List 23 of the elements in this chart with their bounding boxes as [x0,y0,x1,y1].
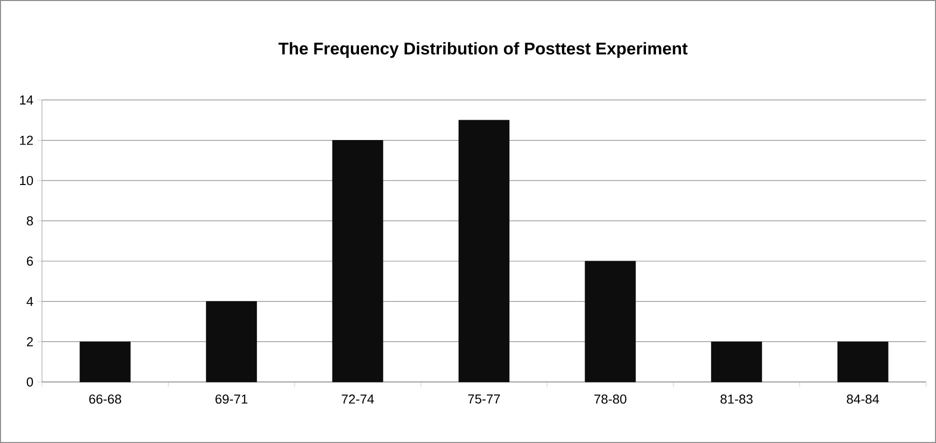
x-tick-label: 84-84 [846,394,880,404]
bar [711,342,762,382]
x-tick-label: 69-71 [216,394,248,404]
x-tick-label: 81-83 [720,394,753,404]
bar [80,342,131,382]
x-tick-label: 75-77 [468,394,500,404]
y-tick-label: 12 [20,136,33,145]
y-tick-label: 10 [20,176,33,186]
y-tick-label: 2 [26,337,33,346]
x-tick-label: 78-80 [594,394,626,404]
bar [458,120,510,382]
bar [837,342,888,382]
y-tick-label: 6 [26,256,33,266]
y-tick-label: 4 [26,296,34,306]
bar [206,301,257,382]
chart-title: The Frequency Distribution of Posttest Experiment [278,42,688,58]
y-tick-label: 8 [26,216,33,226]
y-tick-label: 14 [20,96,34,104]
bar [584,260,636,382]
x-tick-label: 66-68 [89,394,122,404]
bar [332,140,384,382]
y-tick-label: 0 [26,377,33,387]
x-tick-label: 72-74 [342,394,374,404]
